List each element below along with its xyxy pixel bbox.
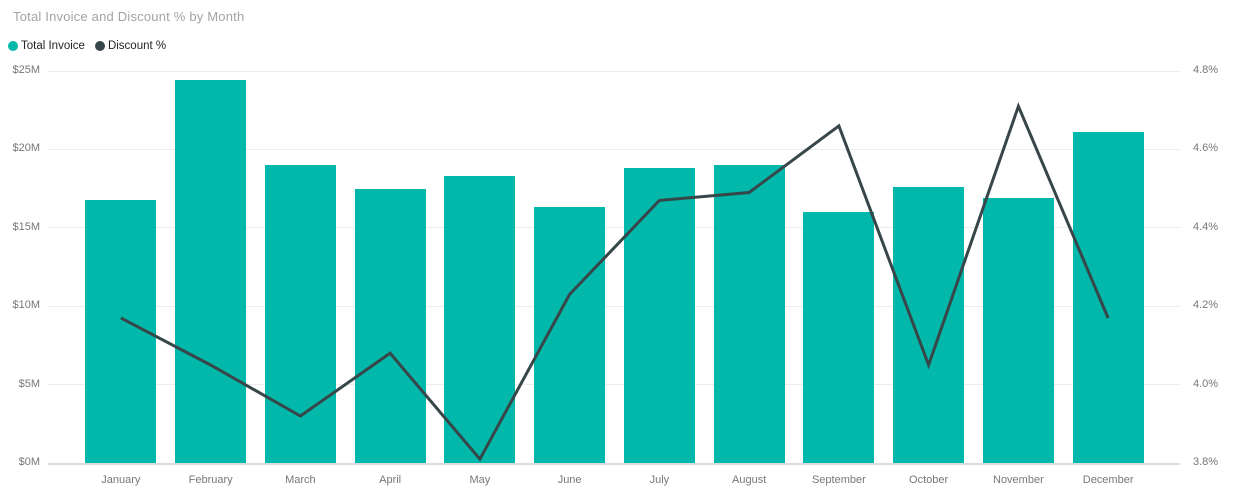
x-axis-label-august: August [732,474,767,486]
right-axis-tick-label: 4.6% [1193,142,1219,155]
bar-september[interactable] [803,212,875,463]
legend: Total Invoice Discount % [8,40,166,52]
left-axis-tick-label: $15M [12,220,40,233]
bar-december[interactable] [1072,132,1144,463]
x-axis-label-march: March [285,474,316,486]
bar-march[interactable] [264,165,336,463]
bar-october[interactable] [893,187,965,463]
bar-november[interactable] [982,198,1054,463]
right-axis-tick-label: 4.2% [1193,299,1219,312]
gridline [48,148,1180,150]
legend-dot-total-invoice-icon [8,41,18,51]
x-axis-label-december: December [1082,474,1134,486]
bar-june[interactable] [534,207,606,463]
gridline [48,384,1180,386]
left-axis-tick-label: $25M [12,64,40,76]
x-axis-label-january: January [101,474,141,486]
right-axis-tick-label: 4.4% [1193,220,1219,233]
left-axis-tick-label: $5M [18,377,40,390]
bar-february[interactable] [175,80,247,463]
x-axis-label-april: April [379,474,402,486]
x-axis-label-july: July [649,474,670,486]
x-axis-label-may: May [469,474,491,486]
legend-label-discount-pct: Discount % [107,40,167,52]
legend-item-total-invoice[interactable]: Total Invoice [8,40,85,52]
gridline [48,305,1180,307]
legend-dot-discount-pct-icon [94,41,105,51]
x-axis-line [48,463,1180,465]
gridline [48,227,1180,229]
bar-may[interactable] [444,176,516,463]
right-axis-tick-label: 4.0% [1193,377,1219,390]
left-axis-tick-label: $20M [12,142,40,155]
gridline [48,70,1180,72]
bar-july[interactable] [623,168,695,463]
left-axis-tick-label: $10M [12,299,40,312]
bar-april[interactable] [354,188,426,463]
chart-title: Total Invoice and Discount % by Month [13,9,245,24]
left-axis-tick-label: $0M [18,456,40,468]
x-axis-label-october: October [909,474,949,486]
x-axis-label-june: June [557,474,582,486]
legend-item-discount-pct[interactable]: Discount % [94,40,167,52]
discount-line[interactable] [120,102,1110,462]
x-axis-label-september: September [811,474,866,486]
x-axis-label-november: November [993,474,1044,486]
x-axis-label-february: February [188,474,233,486]
right-axis-tick-label: 4.8% [1193,64,1219,76]
bar-august[interactable] [713,165,785,463]
right-axis-tick-label: 3.8% [1193,456,1219,468]
legend-label-total-invoice: Total Invoice [21,40,85,52]
